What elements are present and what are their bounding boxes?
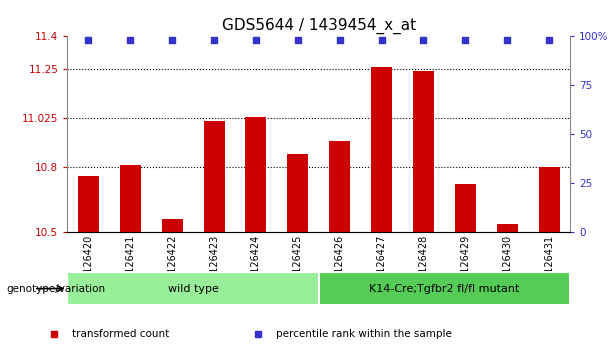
- FancyBboxPatch shape: [67, 272, 319, 305]
- Point: [125, 37, 135, 43]
- Bar: [78, 176, 99, 232]
- Bar: [539, 167, 560, 232]
- Point: [49, 331, 59, 337]
- Point: [167, 37, 177, 43]
- Point: [209, 37, 219, 43]
- Text: wild type: wild type: [168, 284, 218, 294]
- Bar: [329, 141, 350, 232]
- FancyBboxPatch shape: [319, 272, 570, 305]
- Point: [460, 37, 470, 43]
- Point: [293, 37, 303, 43]
- Point: [254, 331, 264, 337]
- Point: [83, 37, 93, 43]
- Bar: [371, 67, 392, 232]
- Bar: [455, 184, 476, 232]
- Bar: [204, 121, 224, 232]
- Text: K14-Cre;Tgfbr2 fl/fl mutant: K14-Cre;Tgfbr2 fl/fl mutant: [369, 284, 520, 294]
- Point: [544, 37, 554, 43]
- Bar: [120, 165, 141, 232]
- Bar: [245, 117, 267, 232]
- Bar: [497, 224, 518, 232]
- Point: [251, 37, 261, 43]
- Point: [419, 37, 428, 43]
- Bar: [413, 71, 434, 232]
- Bar: [287, 154, 308, 232]
- Title: GDS5644 / 1439454_x_at: GDS5644 / 1439454_x_at: [222, 17, 416, 33]
- Text: transformed count: transformed count: [72, 329, 169, 339]
- Point: [335, 37, 345, 43]
- Point: [376, 37, 387, 43]
- Bar: [162, 219, 183, 232]
- Text: percentile rank within the sample: percentile rank within the sample: [276, 329, 452, 339]
- Point: [503, 37, 512, 43]
- Text: genotype/variation: genotype/variation: [6, 284, 105, 294]
